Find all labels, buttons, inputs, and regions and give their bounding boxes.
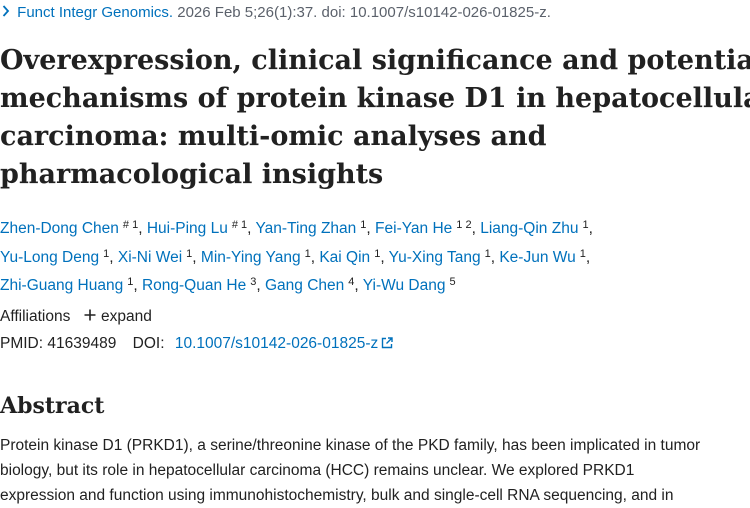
external-link-icon[interactable] — [381, 335, 393, 355]
author-affiliation-ref[interactable]: 1 — [374, 247, 381, 260]
author-link[interactable]: Kai Qin — [319, 248, 371, 266]
author-link[interactable]: Yu-Long Deng — [0, 248, 100, 266]
abstract-heading: Abstract — [0, 393, 105, 419]
title-line: mechanisms of protein kinase D1 in hepat… — [0, 83, 750, 114]
author-link[interactable]: Gang Chen — [264, 277, 345, 294]
affiliations-label: Affiliations — [0, 308, 71, 325]
author-affiliation-ref[interactable]: 1 — [484, 247, 491, 260]
author-link[interactable]: Yan-Ting Zhan — [255, 220, 357, 237]
abstract-line: biology, but its role in hepatocellular … — [0, 462, 635, 479]
affiliations-row: Affiliations expand — [0, 305, 152, 327]
author-affiliation-ref[interactable]: 5 — [449, 276, 456, 288]
identifiers-row: PMID: 41639489 DOI: 10.1007/s10142-026-0… — [0, 334, 393, 355]
pmid-label: PMID: — [0, 335, 44, 352]
article-title: Overexpression, clinical significance an… — [0, 42, 750, 194]
author-affiliation-ref[interactable]: 1 — [360, 219, 367, 231]
author-affiliation-ref[interactable]: 1 — [127, 276, 134, 288]
title-line: pharmacological insights — [0, 159, 384, 190]
author-link[interactable]: Liang-Qin Zhu — [480, 220, 579, 237]
doi-value[interactable]: 10.1007/s10142-026-01825-z — [174, 335, 379, 352]
author-link[interactable]: Xi-Ni Wei — [117, 248, 183, 266]
affiliations-expand-toggle[interactable]: expand — [75, 308, 152, 325]
author-affiliation-ref[interactable]: # 1 — [231, 219, 248, 231]
author-link[interactable]: Hui-Ping Lu — [146, 220, 228, 237]
author-link[interactable]: Zhi-Guang Huang — [0, 277, 124, 294]
citation-details: 2026 Feb 5;26(1):37. doi: 10.1007/s10142… — [177, 4, 551, 21]
author-link[interactable]: Yi-Wu Dang — [362, 277, 446, 294]
chevron-right-icon[interactable] — [2, 3, 13, 23]
author-affiliation-ref[interactable]: # 1 — [122, 219, 139, 231]
title-line: carcinoma: multi-omic analyses and — [0, 121, 547, 152]
plus-icon[interactable] — [83, 305, 97, 325]
author-link[interactable]: Zhen-Dong Chen — [0, 220, 119, 237]
abstract-line: expression and function using immunohist… — [0, 487, 674, 504]
author-affiliation-ref[interactable]: 1 — [304, 247, 311, 260]
author-link[interactable]: Min-Ying Yang — [200, 248, 301, 266]
author-affiliation-ref[interactable]: 1 — [186, 247, 193, 260]
author-list: Zhen-Dong Chen # 1, Hui-Ping Lu # 1, Yan-T… — [0, 213, 750, 299]
author-line: Zhi-Guang Huang 1, Rong-Quan He 3, Gang Ch… — [0, 276, 456, 294]
citation-line: Funct Integr Genomics. 2026 Feb 5;26(1):… — [2, 3, 551, 23]
author-line: Zhen-Dong Chen # 1, Hui-Ping Lu # 1, Yan-T… — [0, 219, 593, 237]
doi-label: DOI: — [132, 335, 165, 352]
author-link[interactable]: Ke-Jun Wu — [499, 248, 576, 266]
title-line: Overexpression, clinical significance an… — [0, 45, 750, 76]
author-affiliation-ref[interactable]: 3 — [250, 276, 257, 288]
author-affiliation-ref[interactable]: 1 2 — [456, 219, 472, 231]
author-affiliation-ref[interactable]: 1 — [103, 247, 110, 260]
author-affiliation-ref[interactable]: 1 — [582, 219, 589, 231]
author-link[interactable]: Fei-Yan He — [375, 220, 453, 237]
journal-link[interactable]: Funct Integr Genomics. — [17, 4, 174, 21]
author-affiliation-ref[interactable]: 4 — [348, 276, 355, 288]
author-link[interactable]: Rong-Quan He — [141, 277, 247, 294]
author-line: Yu-Long Deng 1, Xi-Ni Wei 1, Min-Ying Yang… — [0, 247, 591, 266]
doi-link[interactable]: 10.1007/s10142-026-01825-z — [175, 335, 393, 352]
abstract-line: Protein kinase D1 (PRKD1), a serine/thre… — [0, 437, 701, 454]
author-link[interactable]: Yu-Xing Tang — [388, 248, 481, 266]
abstract-text: Protein kinase D1 (PRKD1), a serine/thre… — [0, 433, 750, 508]
expand-label[interactable]: expand — [101, 308, 152, 325]
pmid-value: 41639489 — [47, 335, 117, 352]
author-affiliation-ref[interactable]: 1 — [579, 247, 586, 260]
